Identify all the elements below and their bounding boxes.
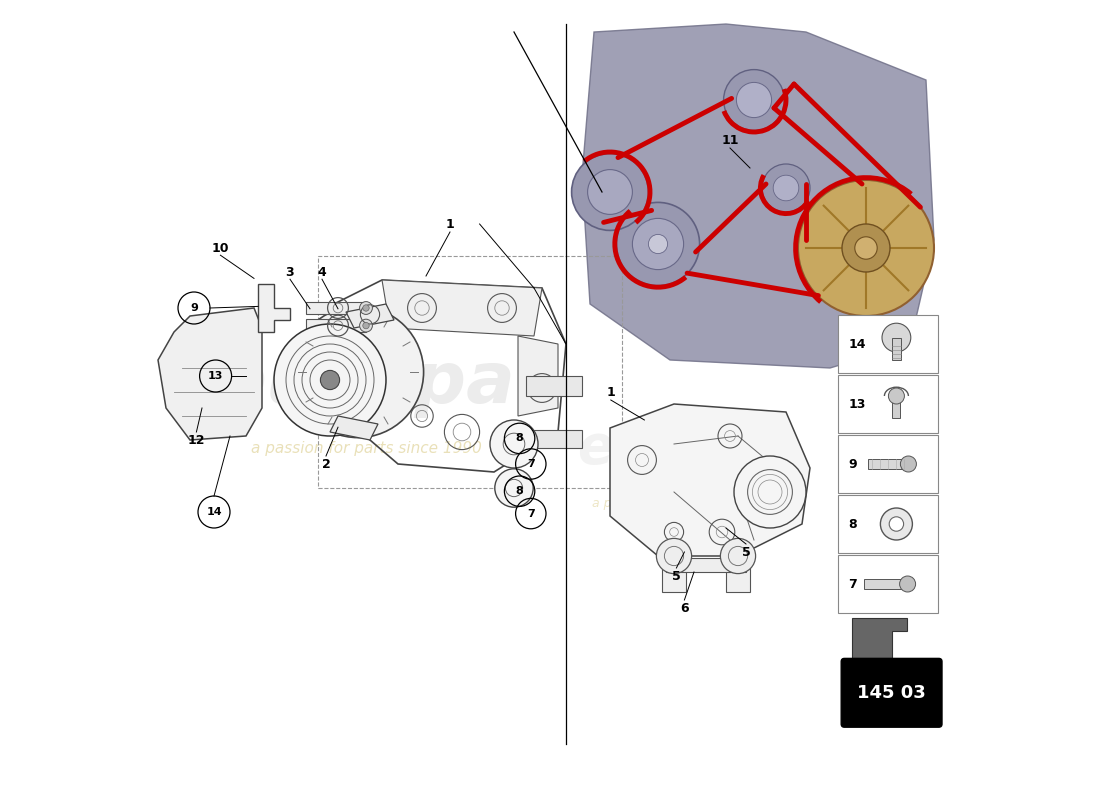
Text: 9: 9 [190, 303, 198, 313]
Bar [318, 256, 622, 488]
Bar [838, 315, 938, 373]
Circle shape [274, 324, 386, 436]
Polygon shape [330, 416, 378, 440]
Bar [865, 579, 909, 589]
Circle shape [842, 224, 890, 272]
Bar [306, 302, 366, 314]
Bar [838, 495, 938, 553]
Polygon shape [346, 304, 394, 328]
Text: 7: 7 [527, 509, 535, 518]
Text: eurOpa: eurOpa [217, 350, 515, 418]
Text: 8: 8 [848, 518, 857, 530]
Bar [838, 555, 938, 613]
Bar [892, 396, 901, 418]
Circle shape [900, 576, 915, 592]
Bar [868, 459, 906, 469]
Circle shape [293, 306, 424, 438]
Circle shape [648, 234, 668, 254]
Bar [892, 338, 901, 360]
FancyBboxPatch shape [842, 658, 942, 727]
Text: 14: 14 [848, 338, 866, 350]
Text: 11: 11 [722, 134, 739, 146]
Text: 5: 5 [672, 570, 681, 582]
Circle shape [632, 218, 683, 270]
Circle shape [363, 305, 370, 311]
Text: 7: 7 [848, 578, 857, 590]
Circle shape [320, 370, 340, 390]
Circle shape [616, 202, 700, 286]
Circle shape [720, 538, 756, 574]
Text: 4: 4 [318, 266, 327, 278]
Circle shape [889, 517, 903, 531]
Text: 2: 2 [321, 458, 330, 470]
Circle shape [360, 302, 373, 314]
Circle shape [360, 319, 373, 332]
Polygon shape [382, 280, 542, 336]
Text: 9: 9 [848, 458, 857, 470]
Circle shape [880, 508, 912, 540]
Text: 1: 1 [606, 386, 615, 398]
Polygon shape [610, 404, 810, 556]
Bar [666, 558, 746, 572]
Circle shape [901, 456, 916, 472]
Text: 10: 10 [211, 242, 229, 254]
Circle shape [855, 237, 877, 259]
Circle shape [572, 154, 648, 230]
Bar [306, 319, 366, 332]
Polygon shape [258, 284, 290, 332]
Circle shape [724, 70, 784, 130]
Text: 13: 13 [848, 398, 866, 410]
Text: 8: 8 [516, 486, 524, 496]
Circle shape [495, 469, 534, 507]
Bar [526, 376, 582, 396]
Text: 1: 1 [446, 218, 454, 230]
Text: 3: 3 [286, 266, 295, 278]
Bar [838, 375, 938, 433]
Polygon shape [158, 308, 262, 440]
Polygon shape [582, 24, 934, 368]
Text: 5: 5 [741, 546, 750, 558]
Circle shape [587, 170, 632, 214]
Text: a passion for parts since 1990: a passion for parts since 1990 [592, 498, 780, 510]
Polygon shape [518, 336, 558, 416]
Circle shape [734, 456, 806, 528]
Polygon shape [852, 618, 906, 658]
Bar [510, 430, 582, 448]
Text: a passion for parts since 1990: a passion for parts since 1990 [251, 441, 482, 455]
Bar [838, 435, 938, 493]
Polygon shape [342, 324, 382, 356]
Text: 6: 6 [680, 602, 689, 614]
Circle shape [773, 175, 799, 201]
Text: 145 03: 145 03 [857, 684, 926, 702]
Circle shape [657, 538, 692, 574]
Circle shape [363, 322, 370, 329]
Circle shape [736, 82, 771, 118]
Circle shape [889, 388, 904, 404]
Text: 7: 7 [527, 459, 535, 469]
Circle shape [762, 164, 810, 212]
Bar [726, 560, 750, 592]
Circle shape [490, 420, 538, 468]
Text: 14: 14 [206, 507, 222, 517]
Circle shape [798, 180, 934, 316]
Text: 12: 12 [188, 434, 205, 446]
Bar [662, 560, 686, 592]
Text: eurOpa: eurOpa [578, 422, 794, 474]
Circle shape [882, 323, 911, 352]
Text: 8: 8 [516, 434, 524, 443]
Polygon shape [342, 396, 382, 428]
Text: 13: 13 [208, 371, 223, 381]
